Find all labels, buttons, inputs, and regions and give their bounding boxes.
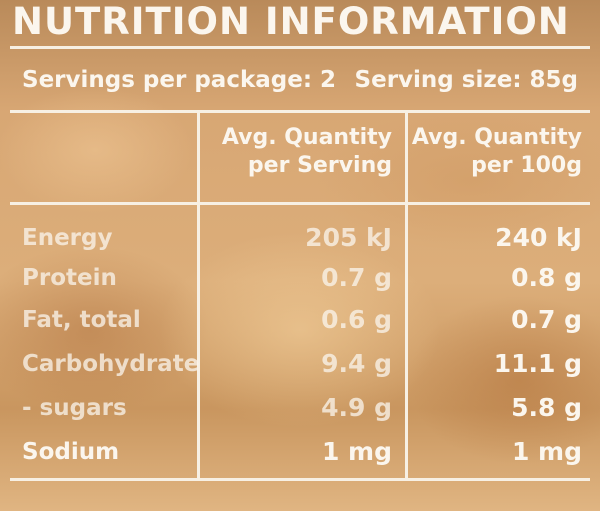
label-title: NUTRITION INFORMATION (12, 0, 570, 43)
row-fat-name: Fat, total (22, 307, 141, 333)
title-divider (10, 46, 590, 49)
column-divider-left (197, 110, 200, 480)
row-carbohydrate-per-100g: 11.1 g (493, 349, 582, 378)
header-divider-bottom (10, 202, 590, 205)
header-per-100g: Avg. Quantity per 100g (410, 124, 582, 180)
row-protein-per-100g: 0.8 g (511, 263, 582, 292)
column-divider-right (405, 110, 408, 480)
header-per-serving-line1: Avg. Quantity (221, 125, 392, 150)
header-per-100g-line1: Avg. Quantity (411, 125, 582, 150)
row-energy-name: Energy (22, 225, 113, 251)
header-per-serving-line2: per Serving (247, 153, 392, 178)
header-per-100g-line2: per 100g (471, 153, 582, 178)
row-sodium-name: Sodium (22, 439, 120, 465)
row-carbohydrate-per-serving: 9.4 g (321, 349, 392, 378)
serving-size: Serving size: 85g (354, 67, 578, 93)
row-carbohydrate-name: Carbohydrate (22, 351, 200, 377)
row-fat-per-100g: 0.7 g (511, 305, 582, 334)
row-sugars-per-100g: 5.8 g (511, 393, 582, 422)
servings-per-package: Servings per package: 2 (22, 67, 337, 93)
row-sodium-per-serving: 1 mg (321, 437, 392, 466)
table-bottom-divider (10, 478, 590, 481)
row-protein-per-serving: 0.7 g (321, 263, 392, 292)
row-energy-per-100g: 240 kJ (495, 223, 582, 252)
row-sugars-name: - sugars (22, 395, 127, 421)
row-sodium-per-100g: 1 mg (511, 437, 582, 466)
header-divider-top (10, 110, 590, 113)
row-sugars-per-serving: 4.9 g (321, 393, 392, 422)
row-energy-per-serving: 205 kJ (305, 223, 392, 252)
row-protein-name: Protein (22, 265, 117, 291)
row-fat-per-serving: 0.6 g (321, 305, 392, 334)
header-per-serving: Avg. Quantity per Serving (210, 124, 392, 180)
